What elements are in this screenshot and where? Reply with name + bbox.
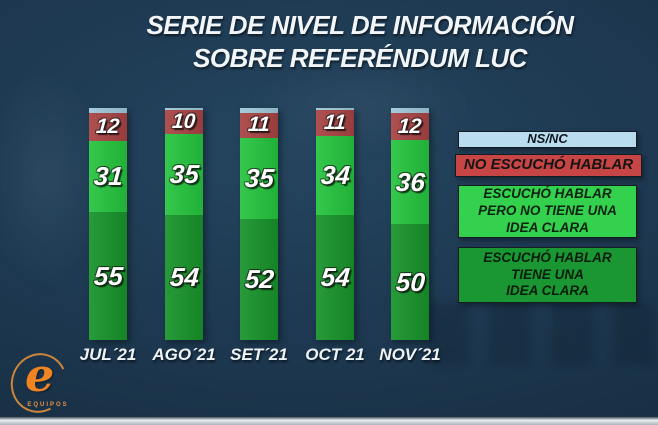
bar-segment-0 (165, 108, 203, 111)
bar-SET´21: 11 35 52 (240, 108, 278, 340)
bar-value-label: 35 (168, 158, 200, 189)
bar-segment-2: 35 (240, 138, 278, 220)
bar-value-label: 50 (394, 266, 426, 297)
legend-label: TIENE UNA (511, 266, 584, 282)
chart-title: SERIE DE NIVEL DE INFORMACIÓN SOBRE REFE… (55, 9, 658, 75)
bar-OCT 21: 11 34 54 (316, 108, 354, 340)
bar-value-label: 54 (319, 261, 351, 292)
legend-item-3: ESCUCHÓ HABLAR TIENE UNA IDEA CLARA (458, 247, 637, 303)
legend-label: IDEA CLARA (506, 283, 589, 299)
x-axis-label: NOV´21 (379, 345, 441, 364)
bar-segment-1: 10 (165, 109, 203, 134)
legend-item-1: NO ESCUCHÓ HABLAR (455, 154, 642, 177)
x-axis-label: AGO´21 (152, 345, 216, 364)
chart-title-line2: SOBRE REFERÉNDUM LUC (193, 43, 527, 73)
legend-label: ESCUCHÓ HABLAR (483, 186, 612, 202)
x-axis-label: OCT 21 (305, 345, 365, 364)
bar-segment-0 (240, 108, 278, 113)
bar-value-label: 36 (394, 166, 426, 197)
bar-NOV´21: 12 36 50 (391, 108, 429, 340)
bar-value-label: 12 (95, 114, 121, 138)
bar-value-label: 11 (247, 113, 271, 137)
bar-segment-1: 11 (316, 110, 354, 136)
bar-AGO´21: 10 35 54 (165, 108, 203, 340)
bar-value-label: 35 (243, 163, 275, 194)
equipos-logo: e EQUIPOS (3, 345, 76, 422)
bar-segment-3: 55 (89, 212, 127, 340)
bar-value-label: 54 (168, 261, 200, 292)
bar-segment-1: 12 (89, 112, 127, 141)
logo-caption: EQUIPOS (27, 402, 69, 408)
bar-value-label: 10 (171, 109, 197, 133)
bar-segment-1: 11 (240, 112, 278, 139)
bar-value-label: 52 (243, 264, 275, 295)
legend-item-2: ESCUCHÓ HABLAR PERO NO TIENE UNA IDEA CL… (458, 185, 637, 238)
bar-segment-2: 36 (391, 140, 429, 224)
bar-segment-2: 31 (89, 140, 127, 213)
bar-JUL´21: 12 31 55 (89, 108, 127, 340)
bar-value-label: 34 (319, 159, 351, 190)
bar-segment-3: 50 (391, 224, 429, 340)
legend-label: IDEA CLARA (506, 219, 589, 235)
legend-label: NS/NC (527, 131, 568, 147)
legend-label: NO ESCUCHÓ HABLAR (463, 156, 634, 174)
x-axis-label: JUL´21 (79, 345, 137, 364)
legend-label: ESCUCHÓ HABLAR (483, 249, 612, 265)
bar-segment-0 (391, 108, 429, 113)
bar-value-label: 31 (92, 160, 124, 191)
bar-segment-2: 35 (165, 133, 203, 215)
bar-segment-3: 54 (165, 214, 203, 340)
bar-value-label: 12 (397, 114, 423, 138)
legend-label: PERO NO TIENE UNA (478, 203, 617, 219)
bar-segment-3: 54 (316, 214, 354, 340)
chart-title-line1: SERIE DE NIVEL DE INFORMACIÓN (146, 10, 574, 40)
logo-letter: e (25, 348, 55, 402)
bar-segment-0 (89, 108, 127, 113)
legend-item-0: NS/NC (458, 131, 637, 148)
bar-segment-1: 12 (391, 112, 429, 141)
bar-segment-2: 34 (316, 135, 354, 215)
bar-value-label: 11 (323, 111, 347, 135)
bar-segment-0 (316, 108, 354, 111)
x-axis-label: SET´21 (230, 345, 288, 364)
bar-segment-3: 52 (240, 219, 278, 340)
bar-value-label: 55 (92, 260, 124, 291)
